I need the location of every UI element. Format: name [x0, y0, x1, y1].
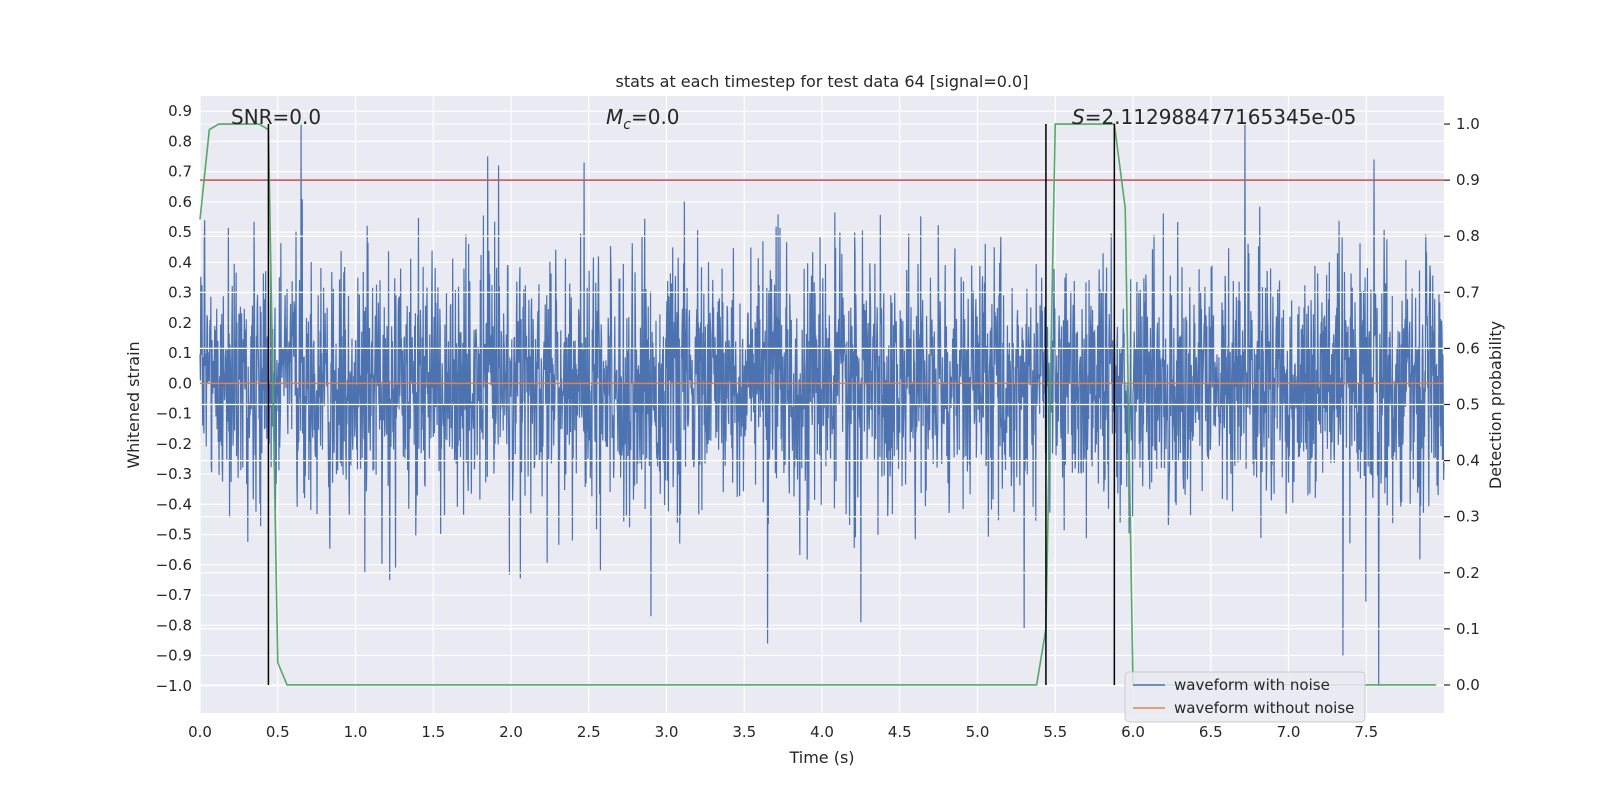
- y2-axis-label: Detection probability: [1486, 321, 1505, 489]
- y2-tick-label: 0.6: [1456, 339, 1480, 357]
- y-tick-label: 0.2: [168, 314, 192, 332]
- y2-tick-label: 0.9: [1456, 171, 1480, 189]
- s-symbol: S: [1072, 105, 1085, 129]
- y2-tick-label: 0.0: [1456, 676, 1480, 694]
- legend-box: [1124, 671, 1366, 723]
- x-tick-label: 7.5: [1354, 723, 1378, 741]
- x-tick-label: 3.0: [655, 723, 679, 741]
- chart-title: stats at each timestep for test data 64 …: [616, 72, 1029, 91]
- series-lines: [199, 123, 1444, 686]
- s-annotation: S=2.112988477165345e-05: [1072, 105, 1356, 129]
- x-tick-label: 2.0: [499, 723, 523, 741]
- x-tick-label: 5.5: [1043, 723, 1067, 741]
- y2-axis-ticks: 1.0 0.9 0.8 0.7 0.6 0.5 0.4 0.3 0.2 0.1 0.0: [1444, 115, 1480, 694]
- y-tick-label: 0.0: [168, 374, 192, 392]
- chirp-mass-value: =0.0: [631, 105, 680, 129]
- y-tick-label: −0.9: [156, 647, 192, 665]
- waveform-with-noise-line: [199, 123, 1445, 686]
- x-tick-label: 0.5: [266, 723, 290, 741]
- y-tick-label: −0.4: [156, 495, 192, 513]
- y2-tick-label: 0.5: [1456, 396, 1480, 414]
- chirp-mass-annotation: Mc=0.0: [606, 105, 680, 133]
- legend: waveform with noise waveform without noi…: [1124, 671, 1366, 723]
- y2-tick-label: 0.4: [1456, 452, 1480, 470]
- y-tick-label: 0.3: [168, 284, 192, 302]
- y-tick-label: −0.3: [156, 465, 192, 483]
- detection-probability-line: [199, 123, 1437, 686]
- x-tick-label: 1.0: [344, 723, 368, 741]
- y-tick-label: −0.2: [156, 435, 192, 453]
- x-axis-ticks: 0.0 0.5 1.0 1.5 2.0 2.5 3.0 3.5 4.0 4.5 5.0 5.5 6.0 6…: [188, 723, 1378, 741]
- y-tick-label: −1.0: [156, 677, 192, 695]
- snr-annotation: SNR=0.0: [231, 105, 321, 129]
- y2-tick-label: 0.2: [1456, 564, 1480, 582]
- y2-tick-label: 0.7: [1456, 283, 1480, 301]
- y2-tick-label: 0.8: [1456, 227, 1480, 245]
- y-tick-label: −0.6: [156, 556, 192, 574]
- x-tick-label: 4.5: [888, 723, 912, 741]
- y-tick-label: 0.5: [168, 223, 192, 241]
- chirp-mass-subscript: c: [623, 117, 631, 133]
- y-tick-label: 0.6: [168, 193, 192, 211]
- x-tick-label: 1.5: [421, 723, 445, 741]
- y2-tick-label: 0.3: [1456, 508, 1480, 526]
- y-tick-label: 0.7: [168, 163, 192, 181]
- y2-tick-label: 0.1: [1456, 620, 1480, 638]
- marker-lines: [267, 124, 1116, 685]
- x-tick-label: 6.5: [1199, 723, 1223, 741]
- legend-label-noisy: waveform with noise: [1174, 676, 1330, 694]
- y-axis-ticks: 0.9 0.8 0.7 0.6 0.5 0.4 0.3 0.2 0.1 0.0 −0.1 −0.2 −0…: [156, 102, 192, 695]
- waveform-with-noise-series: [199, 123, 1445, 686]
- s-value: =2.112988477165345e-05: [1085, 105, 1357, 129]
- y-tick-label: 0.1: [168, 344, 192, 362]
- x-tick-label: 3.5: [732, 723, 756, 741]
- y-tick-label: −0.5: [156, 526, 192, 544]
- x-tick-label: 2.5: [577, 723, 601, 741]
- y-tick-label: 0.4: [168, 253, 192, 271]
- x-tick-label: 7.0: [1277, 723, 1301, 741]
- y-axis-label: Whitened strain: [124, 341, 143, 468]
- x-tick-label: 0.0: [188, 723, 212, 741]
- y2-tick-label: 1.0: [1456, 115, 1480, 133]
- x-tick-label: 6.0: [1121, 723, 1145, 741]
- y-tick-label: 0.8: [168, 132, 192, 150]
- x-tick-label: 5.0: [966, 723, 990, 741]
- chirp-mass-symbol: M: [606, 105, 623, 129]
- legend-label-clean: waveform without noise: [1174, 699, 1354, 717]
- y-tick-label: 0.9: [168, 102, 192, 120]
- y-tick-label: −0.1: [156, 405, 192, 423]
- y-tick-label: −0.8: [156, 616, 192, 634]
- x-tick-label: 4.0: [810, 723, 834, 741]
- x-axis-label: Time (s): [788, 748, 854, 767]
- y-tick-label: −0.7: [156, 586, 192, 604]
